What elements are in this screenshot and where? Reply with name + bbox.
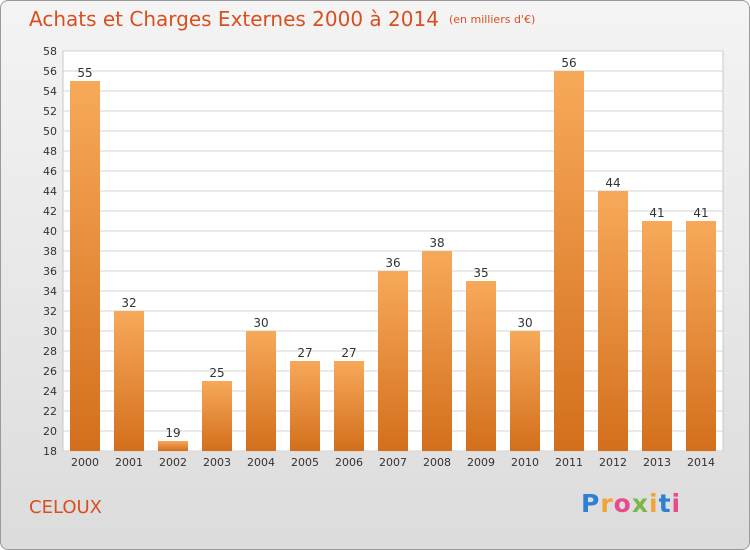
data-label-2001: 32 <box>121 296 136 310</box>
logo-letter: t <box>658 489 672 518</box>
x-tick-label: 2009 <box>467 456 495 469</box>
chart-unit: (en milliers d'€) <box>448 13 536 26</box>
y-tick-label: 56 <box>43 65 57 78</box>
bar-2006 <box>334 361 364 451</box>
data-label-2003: 25 <box>209 366 224 380</box>
logo-letter: i <box>671 489 682 518</box>
data-label-2007: 36 <box>385 256 400 270</box>
x-tick-label: 2011 <box>555 456 583 469</box>
proxiti-logo: Proxiti <box>581 489 681 518</box>
y-tick-label: 28 <box>43 345 57 358</box>
y-tick-label: 22 <box>43 405 57 418</box>
bar-2014 <box>686 221 716 451</box>
y-tick-label: 54 <box>43 85 57 98</box>
x-tick-label: 2003 <box>203 456 231 469</box>
data-label-2009: 35 <box>473 266 488 280</box>
x-tick-label: 2007 <box>379 456 407 469</box>
x-tick-label: 2008 <box>423 456 451 469</box>
y-tick-label: 58 <box>43 45 57 58</box>
y-tick-label: 40 <box>43 225 57 238</box>
x-tick-label: 2005 <box>291 456 319 469</box>
y-tick-label: 34 <box>43 285 57 298</box>
x-tick-label: 2006 <box>335 456 363 469</box>
x-tick-label: 2010 <box>511 456 539 469</box>
bar-2012 <box>598 191 628 451</box>
logo-letter: r <box>600 489 614 518</box>
y-tick-label: 26 <box>43 365 57 378</box>
y-tick-label: 20 <box>43 425 57 438</box>
data-label-2002: 19 <box>165 426 180 440</box>
data-label-2013: 41 <box>649 206 664 220</box>
logo-letter: i <box>649 489 659 518</box>
y-tick-label: 24 <box>43 385 57 398</box>
y-tick-label: 36 <box>43 265 57 278</box>
bar-2000 <box>70 81 100 451</box>
y-tick-label: 48 <box>43 145 57 158</box>
y-tick-label: 32 <box>43 305 57 318</box>
logo-letter: P <box>581 489 601 518</box>
chart-title: Achats et Charges Externes 2000 à 2014 (e… <box>29 7 535 31</box>
y-tick-label: 44 <box>43 185 57 198</box>
data-label-2008: 38 <box>429 236 444 250</box>
data-label-2006: 27 <box>341 346 356 360</box>
bar-2001 <box>114 311 144 451</box>
data-label-2000: 55 <box>77 66 92 80</box>
y-tick-label: 18 <box>43 445 57 458</box>
y-tick-label: 42 <box>43 205 57 218</box>
y-tick-label: 52 <box>43 105 57 118</box>
bar-2003 <box>202 381 232 451</box>
x-tick-label: 2001 <box>115 456 143 469</box>
y-tick-label: 30 <box>43 325 57 338</box>
chart-title-text: Achats et Charges Externes 2000 à 2014 <box>29 7 439 31</box>
bar-2009 <box>466 281 496 451</box>
data-label-2004: 30 <box>253 316 268 330</box>
y-tick-label: 50 <box>43 125 57 138</box>
data-label-2010: 30 <box>517 316 532 330</box>
bar-2004 <box>246 331 276 451</box>
logo-letter: x <box>631 489 649 518</box>
data-label-2011: 56 <box>561 56 576 70</box>
y-tick-label: 46 <box>43 165 57 178</box>
bar-2002 <box>158 441 188 451</box>
bars: 55 32 19 25 30 27 27 36 38 35 30 56 44 41 41 <box>70 56 716 451</box>
x-tick-label: 2013 <box>643 456 671 469</box>
commune-name: CELOUX <box>29 497 103 518</box>
bar-2011 <box>554 71 584 451</box>
bar-2013 <box>642 221 672 451</box>
bar-2005 <box>290 361 320 451</box>
y-axis-ticks: 18 20 22 24 26 28 30 32 34 36 38 40 42 44 46 48 50 52 54 56… <box>43 45 57 458</box>
x-tick-label: 2002 <box>159 456 187 469</box>
x-tick-label: 2012 <box>599 456 627 469</box>
x-tick-label: 2004 <box>247 456 275 469</box>
bar-2007 <box>378 271 408 451</box>
x-tick-label: 2014 <box>687 456 715 469</box>
x-axis-ticks: 2000 2001 2002 2003 2004 2005 2006 2007 2008 2009… <box>71 456 715 469</box>
logo-letter: o <box>613 489 632 518</box>
x-tick-label: 2000 <box>71 456 99 469</box>
bar-2008 <box>422 251 452 451</box>
data-label-2014: 41 <box>693 206 708 220</box>
y-tick-label: 38 <box>43 245 57 258</box>
bar-2010 <box>510 331 540 451</box>
data-label-2005: 27 <box>297 346 312 360</box>
data-label-2012: 44 <box>605 176 620 190</box>
